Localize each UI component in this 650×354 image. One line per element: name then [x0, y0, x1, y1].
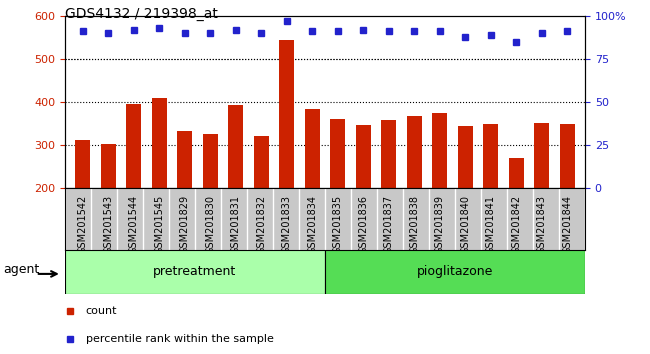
Bar [483, 124, 499, 188]
Text: GSM201830: GSM201830 [205, 195, 215, 254]
Bar [65, 250, 325, 294]
Bar [151, 98, 167, 188]
Text: GSM201842: GSM201842 [511, 195, 521, 254]
Bar [330, 119, 345, 188]
Text: pioglitazone: pioglitazone [417, 265, 493, 278]
Bar [203, 134, 218, 188]
Text: GSM201840: GSM201840 [460, 195, 470, 254]
Text: GSM201543: GSM201543 [103, 195, 113, 254]
Text: GSM201544: GSM201544 [129, 195, 139, 254]
Bar [305, 109, 320, 188]
Bar [381, 120, 396, 188]
Text: count: count [86, 306, 117, 316]
Text: GSM201843: GSM201843 [537, 195, 547, 254]
Text: pretreatment: pretreatment [153, 265, 237, 278]
Text: GSM201841: GSM201841 [486, 195, 496, 254]
Text: GSM201833: GSM201833 [281, 195, 292, 254]
Text: GSM201837: GSM201837 [384, 195, 394, 254]
Bar [458, 126, 473, 188]
Bar [356, 125, 371, 188]
Text: GSM201839: GSM201839 [435, 195, 445, 254]
Text: GSM201844: GSM201844 [562, 195, 572, 254]
Bar [126, 104, 142, 188]
Bar [406, 115, 422, 188]
Bar [508, 159, 524, 188]
Text: GSM201545: GSM201545 [154, 195, 164, 254]
Bar [279, 40, 294, 188]
Bar [254, 136, 269, 188]
Text: GSM201542: GSM201542 [78, 195, 88, 254]
Bar [560, 124, 575, 188]
Bar [101, 144, 116, 188]
Text: GSM201835: GSM201835 [333, 195, 343, 254]
Bar [534, 123, 549, 188]
Text: GDS4132 / 219398_at: GDS4132 / 219398_at [65, 7, 218, 21]
Text: percentile rank within the sample: percentile rank within the sample [86, 334, 274, 344]
Text: GSM201832: GSM201832 [256, 195, 266, 254]
Text: GSM201829: GSM201829 [180, 195, 190, 254]
Text: agent: agent [3, 263, 40, 276]
Text: GSM201838: GSM201838 [410, 195, 419, 254]
Text: GSM201831: GSM201831 [231, 195, 240, 254]
Text: GSM201834: GSM201834 [307, 195, 317, 254]
Text: GSM201836: GSM201836 [358, 195, 369, 254]
Bar [325, 250, 585, 294]
Bar [75, 141, 90, 188]
Bar [432, 113, 447, 188]
Bar [228, 105, 244, 188]
Bar [177, 131, 192, 188]
